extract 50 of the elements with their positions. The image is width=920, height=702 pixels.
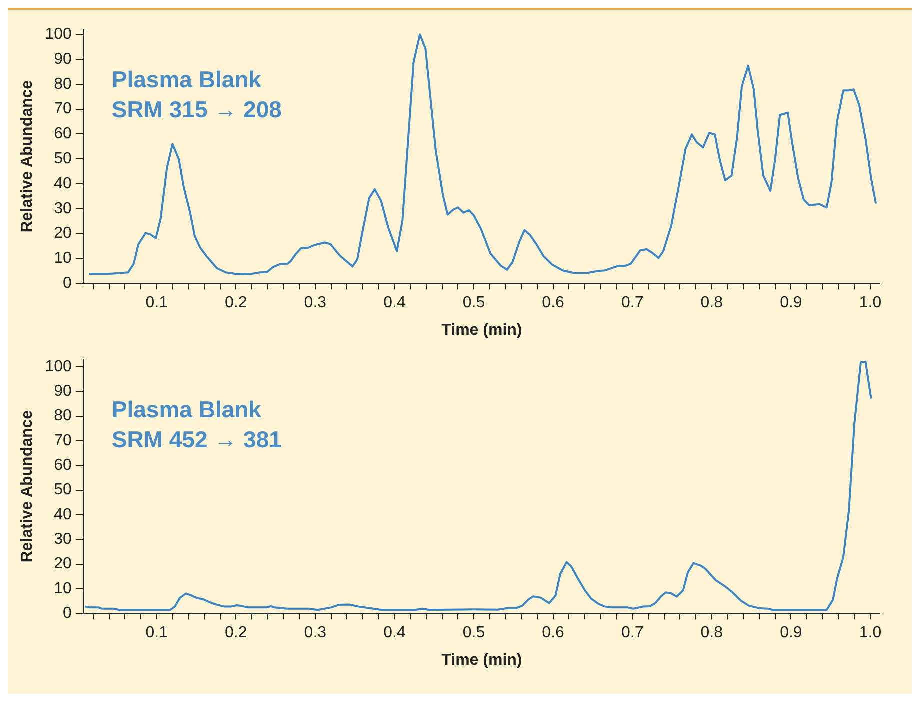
x-tick-label: 0.7 bbox=[621, 624, 644, 642]
x-tick-label: 0.5 bbox=[462, 624, 486, 642]
x-tick-label: 0.7 bbox=[621, 294, 644, 312]
y-tick-label: 100 bbox=[45, 26, 72, 43]
y-tick-label: 10 bbox=[54, 250, 72, 268]
x-tick-label: 0.9 bbox=[780, 624, 802, 642]
x-tick-label: 0.6 bbox=[542, 294, 565, 312]
y-tick-label: 60 bbox=[54, 457, 72, 474]
x-tick-label: 0.4 bbox=[384, 624, 406, 642]
x-tick-label: 1.0 bbox=[859, 294, 882, 312]
x-tick-label: 0.6 bbox=[542, 624, 565, 642]
x-tick-label: 0.1 bbox=[146, 294, 168, 312]
text: SRM 315 → 208 bbox=[112, 96, 282, 123]
y-tick-label: 10 bbox=[54, 580, 72, 598]
x-tick-label: 1.0 bbox=[859, 624, 882, 642]
y-tick-label: 80 bbox=[54, 408, 72, 425]
y-tick-label: 60 bbox=[54, 126, 72, 143]
text: Plasma Blank bbox=[112, 66, 262, 93]
x-tick-label: 0.8 bbox=[700, 624, 724, 642]
x-tick-label: 0.2 bbox=[225, 624, 248, 642]
y-tick-label: 50 bbox=[54, 482, 72, 499]
x-tick-label: 0.3 bbox=[304, 294, 327, 312]
y-tick-label: 50 bbox=[54, 150, 72, 168]
x-tick-label: 0.4 bbox=[384, 294, 406, 312]
text: Plasma Blank bbox=[112, 396, 262, 423]
x-tick-label: 0.1 bbox=[146, 624, 168, 642]
x-tick-label: 0.3 bbox=[304, 624, 327, 642]
y-tick-label: 40 bbox=[54, 175, 72, 192]
y-tick-label: 70 bbox=[54, 100, 72, 118]
y-tick-label: 20 bbox=[54, 556, 72, 573]
y-tick-label: 80 bbox=[54, 76, 72, 93]
y-tick-label: 30 bbox=[54, 200, 72, 218]
y-tick-label: 30 bbox=[54, 531, 72, 548]
y-axis-title: Relative Abundance bbox=[19, 80, 36, 233]
x-axis-title: Time (min) bbox=[442, 322, 522, 339]
x-tick-label: 0.2 bbox=[225, 294, 248, 312]
text: SRM 452 → 381 bbox=[112, 426, 282, 453]
y-tick-label: 0 bbox=[62, 605, 72, 622]
y-tick-label: 90 bbox=[54, 383, 72, 400]
y-axis-title: Relative Abundance bbox=[19, 410, 36, 563]
x-tick-label: 0.8 bbox=[700, 294, 724, 312]
y-tick-label: 40 bbox=[54, 506, 72, 524]
x-axis-title: Time (min) bbox=[442, 652, 522, 669]
x-tick-label: 0.5 bbox=[462, 294, 486, 312]
y-tick-label: 100 bbox=[45, 358, 72, 376]
x-tick-label: 0.9 bbox=[780, 294, 802, 312]
y-tick-label: 0 bbox=[62, 275, 72, 292]
y-tick-label: 90 bbox=[54, 50, 72, 68]
y-tick-label: 20 bbox=[54, 225, 72, 242]
y-tick-label: 70 bbox=[54, 432, 72, 450]
